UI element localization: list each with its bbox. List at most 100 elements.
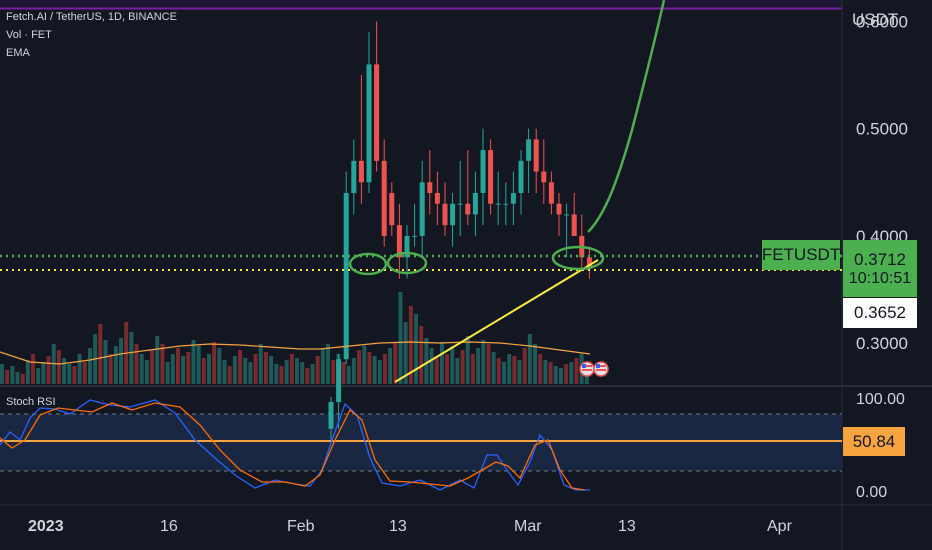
volume-bar [372,356,377,384]
time-label-feb: Feb [287,518,315,535]
candle-body [366,64,372,183]
volume-bar [274,364,279,384]
volume-bar [305,368,310,384]
candle-body [556,203,562,215]
volume-bar [522,348,527,384]
candle-body [548,182,554,204]
volume-bar [346,366,351,384]
volume-bar [15,372,20,384]
support-circle-3 [551,245,605,271]
countdown-value: 10:10:51 [848,269,912,287]
volume-bars [0,292,589,384]
volume-bar [564,364,569,384]
volume-bar [186,352,191,384]
candle-body [571,214,577,236]
volume-bar [253,354,258,384]
volume-bar [62,358,67,384]
volume-bar [300,362,305,384]
candle-body [472,193,478,215]
volume-bar [238,350,243,384]
volume-bar [491,352,496,384]
volume-bar [181,356,186,384]
time-label-mar: Mar [514,518,542,535]
volume-bar [310,364,315,384]
price-tick-label: 0.6000 [856,12,908,31]
candle-body [412,235,418,237]
volume-bar [377,360,382,384]
us-event-icon-1[interactable] [579,361,595,377]
candles [328,21,592,440]
volume-bar [212,342,217,384]
rsi-band [0,414,842,471]
volume-bar [543,360,548,384]
time-label-13: 13 [389,518,407,535]
candle-body [495,203,501,205]
volume-bar [134,344,139,384]
volume-bar [414,314,419,384]
us-event-icon-2[interactable] [593,361,609,377]
time-label-2023: 2023 [28,518,64,535]
volume-bar [450,346,455,384]
volume-bar [144,360,149,384]
rsi-value-tag: 50.84 [843,427,905,456]
volume-bar [460,350,465,384]
volume-bar [569,362,574,384]
volume-bar [248,362,253,384]
candle-body [343,193,349,360]
volume-bar [72,366,77,384]
volume-bar [398,292,403,384]
volume-bar [243,358,248,384]
volume-bar [315,356,320,384]
volume-bar [388,348,393,384]
candle-body [351,160,357,193]
candle-body [358,160,364,183]
yellow-trend-line [394,259,599,383]
volume-bar [103,340,108,384]
volume-ema-line [0,341,591,365]
volume-bar [139,354,144,384]
symbol-tag: FETUSDT [762,240,840,270]
candle-body [564,214,570,216]
volume-bar [574,358,579,384]
volume-bar [175,348,180,384]
volume-bar [429,348,434,384]
volume-bar [331,360,336,384]
volume-bar [0,364,4,384]
rsi-tick-100: 100.00 [856,391,905,408]
volume-bar [31,354,36,384]
candle-body [374,64,380,161]
volume-bar [67,364,72,384]
candle-body [465,203,471,215]
ema-legend[interactable]: EMA [6,47,30,59]
volume-bar [367,352,372,384]
price-tick-label: 0.5000 [856,120,908,139]
volume-bar [196,346,201,384]
volume-bar [393,342,398,384]
volume-bar [434,356,439,384]
current-price-tag: 0.3712 10:10:51 [843,240,917,297]
candle-body [518,160,524,193]
volume-bar [56,350,61,384]
volume-bar [548,362,553,384]
volume-bar [403,322,408,384]
volume-bar [424,338,429,384]
volume-bar [517,360,522,384]
symbol-legend[interactable]: Fetch.AI / TetherUS, 1D, BINANCE [6,11,177,23]
candle-body [442,203,448,226]
candle-body [450,203,456,226]
current-price-value: 0.3712 [854,249,906,269]
volume-bar [170,354,175,384]
stoch-rsi-legend[interactable]: Stoch RSI [6,396,56,408]
volume-bar [25,360,30,384]
volume-bar [98,324,103,384]
volume-bar [119,338,124,384]
volume-legend[interactable]: Vol · FET [6,29,52,41]
time-label-13b: 13 [618,518,636,535]
volume-bar [538,354,543,384]
volume-bar [207,354,211,384]
volume-bar [357,350,362,384]
green-projection-curve [587,0,666,233]
volume-bar [295,358,299,384]
candle-body [480,150,486,193]
